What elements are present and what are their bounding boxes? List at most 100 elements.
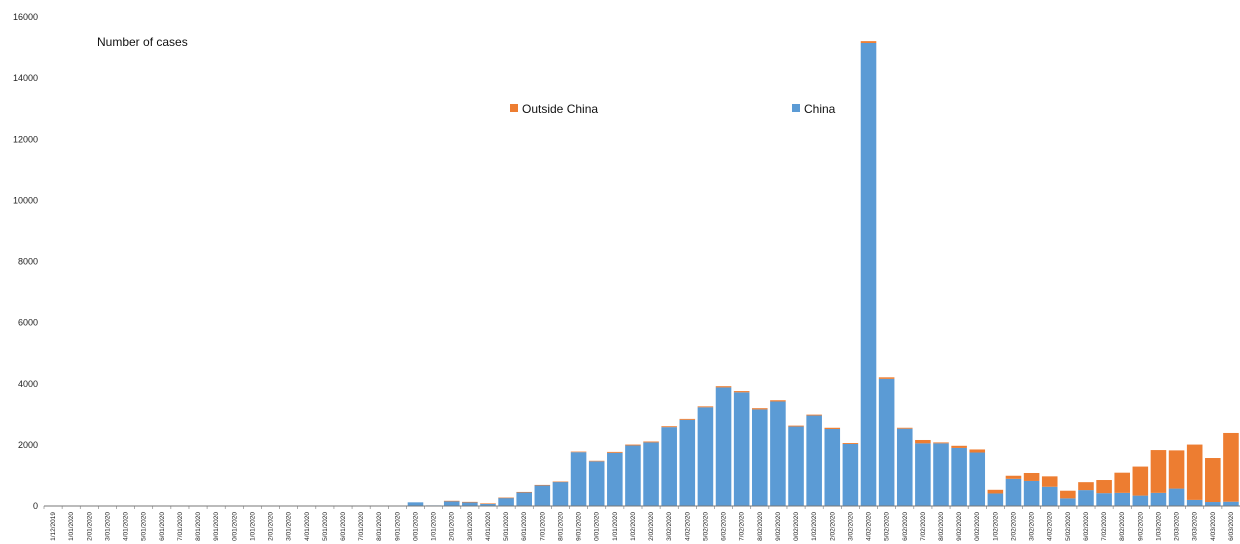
x-tick-label: 4/02/2020 bbox=[684, 512, 691, 541]
x-tick-label: 1/01/2020 bbox=[249, 512, 256, 541]
bar-china bbox=[443, 501, 460, 506]
x-tick-label: 5/02/2020 bbox=[702, 512, 709, 541]
y-tick-label: 10000 bbox=[13, 195, 38, 205]
x-tick-label: 8/02/2020 bbox=[938, 512, 945, 541]
bar-outside-china bbox=[878, 377, 895, 379]
y-tick-label: 14000 bbox=[13, 73, 38, 83]
x-tick-label: 4/02/2020 bbox=[866, 512, 873, 541]
x-tick-label: 3/02/2020 bbox=[1029, 512, 1036, 541]
bar-outside-china bbox=[1186, 444, 1203, 500]
x-tick-label: 5/01/2020 bbox=[141, 512, 148, 541]
x-tick-label: 4/01/2020 bbox=[123, 512, 130, 541]
bar-outside-china bbox=[806, 414, 822, 416]
x-tick-label: 2/02/2020 bbox=[648, 512, 655, 541]
x-tick-label: 2/03/2020 bbox=[1174, 512, 1181, 541]
x-tick-label: 9/02/2020 bbox=[956, 512, 963, 541]
bar-china bbox=[770, 401, 786, 506]
bar-china bbox=[643, 442, 659, 506]
x-tick-label: 7/02/2020 bbox=[920, 512, 927, 541]
bar-china bbox=[1060, 498, 1076, 506]
bar-china bbox=[915, 443, 931, 506]
x-tick-label: 5/01/2020 bbox=[322, 512, 329, 541]
x-tick-label: 3/01/2020 bbox=[467, 512, 474, 541]
bar-outside-china bbox=[733, 391, 750, 393]
bar-china bbox=[842, 443, 859, 506]
bar-outside-china bbox=[1060, 490, 1076, 499]
bar-china bbox=[1132, 495, 1149, 506]
bar-china bbox=[1096, 493, 1112, 506]
bar-outside-china bbox=[607, 451, 623, 453]
x-tick-label: 1/01/2020 bbox=[431, 512, 438, 541]
x-tick-label: 0/02/2020 bbox=[793, 512, 800, 541]
x-tick-label: 7/01/2020 bbox=[177, 512, 184, 541]
bar-outside-china bbox=[969, 449, 986, 453]
x-tick-label: 0/01/2020 bbox=[594, 512, 601, 541]
x-tick-label: 4/03/2020 bbox=[1210, 512, 1217, 541]
x-tick-label: 7/02/2020 bbox=[739, 512, 746, 541]
y-tick-label: 16000 bbox=[13, 12, 38, 22]
y-tick-label: 12000 bbox=[13, 134, 38, 144]
bar-china bbox=[625, 445, 641, 506]
legend: Outside China China bbox=[510, 102, 836, 116]
bar-outside-china bbox=[933, 442, 949, 444]
x-tick-label: 6/02/2020 bbox=[721, 512, 728, 541]
x-tick-label: 9/02/2020 bbox=[1137, 512, 1144, 541]
x-tick-label: 4/02/2020 bbox=[1047, 512, 1054, 541]
bar-china bbox=[933, 443, 949, 506]
legend-swatch-china bbox=[792, 104, 800, 112]
bar-china bbox=[607, 452, 623, 506]
bar-outside-china bbox=[1205, 458, 1221, 503]
legend-label-outside-china: Outside China bbox=[522, 102, 598, 116]
x-tick-label: 3/03/2020 bbox=[1192, 512, 1199, 541]
bar-outside-china bbox=[896, 427, 913, 429]
bar-outside-china bbox=[480, 503, 496, 504]
x-tick-label: 9/01/2020 bbox=[576, 512, 583, 541]
bar-china bbox=[1150, 492, 1167, 506]
bar-outside-china bbox=[842, 443, 859, 444]
bar-china bbox=[806, 415, 822, 506]
bar-outside-china bbox=[860, 41, 877, 43]
bar-china bbox=[407, 502, 424, 506]
x-tick-label: 8/02/2020 bbox=[1119, 512, 1126, 541]
bar-outside-china bbox=[824, 427, 841, 429]
x-tick-label: 6/01/2020 bbox=[159, 512, 166, 541]
bar-outside-china bbox=[951, 445, 967, 448]
bar-outside-china bbox=[715, 386, 732, 388]
bar-outside-china bbox=[1223, 432, 1239, 502]
bar-outside-china bbox=[987, 489, 1004, 494]
legend-label-china: China bbox=[804, 102, 836, 116]
y-tick-label: 0 bbox=[33, 501, 38, 511]
bar-outside-china bbox=[1096, 480, 1112, 494]
y-tick-label: 4000 bbox=[18, 379, 38, 389]
x-tick-label: 6/01/2020 bbox=[340, 512, 347, 541]
x-tick-label: 1/02/2020 bbox=[811, 512, 818, 541]
bar-china bbox=[462, 502, 478, 506]
x-tick-label: 8/01/2020 bbox=[557, 512, 564, 541]
x-tick-label: 1/01/2020 bbox=[68, 512, 75, 541]
x-tick-label: 8/01/2020 bbox=[376, 512, 383, 541]
x-tick-label: 3/02/2020 bbox=[847, 512, 854, 541]
x-tick-label: 5/01/2020 bbox=[503, 512, 510, 541]
bar-china bbox=[1005, 478, 1022, 506]
x-tick-label: 7/01/2020 bbox=[358, 512, 365, 541]
bar-china bbox=[588, 461, 605, 506]
bar-china bbox=[1078, 490, 1094, 506]
x-tick-label: 7/01/2020 bbox=[539, 512, 546, 541]
y-axis: 0 2000 4000 6000 8000 10000 12000 14000 16000 bbox=[13, 12, 38, 511]
x-tick-label: 1/03/2020 bbox=[1155, 512, 1162, 541]
bar-china bbox=[1168, 488, 1185, 506]
x-tick-label: 6/02/2020 bbox=[1083, 512, 1090, 541]
bar-outside-china bbox=[516, 491, 532, 493]
x-tick-label: 5/02/2020 bbox=[884, 512, 891, 541]
bar-outside-china bbox=[697, 406, 714, 408]
bar-outside-china bbox=[679, 418, 696, 420]
bar-china bbox=[733, 392, 750, 506]
bar-china bbox=[480, 503, 496, 506]
x-tick-label: 0/01/2020 bbox=[231, 512, 238, 541]
x-axis: 1/12/2019 1/01/2020 2/01/2020 3/01/2020 4/01… bbox=[43, 505, 1240, 541]
bar-outside-china bbox=[443, 500, 460, 502]
bar-outside-china bbox=[1150, 450, 1167, 493]
x-tick-label: 3/01/2020 bbox=[286, 512, 293, 541]
bar-china bbox=[1186, 499, 1203, 506]
